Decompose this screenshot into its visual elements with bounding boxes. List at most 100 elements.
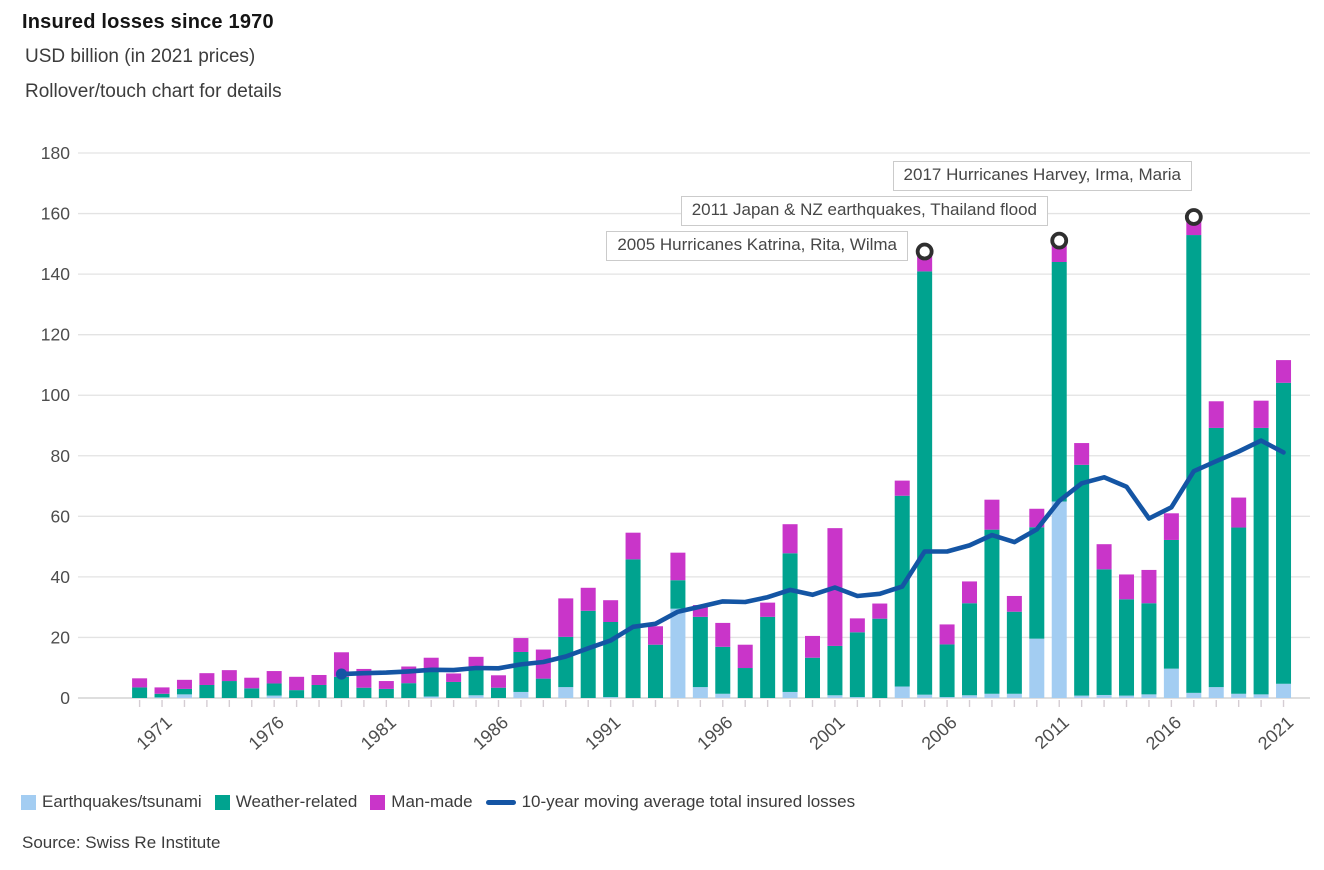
bar-1996[interactable] bbox=[715, 622, 731, 698]
bar-1987-man-made-segment[interactable] bbox=[513, 638, 529, 652]
bar-1987[interactable] bbox=[513, 638, 529, 698]
bar-1976-weather-segment[interactable] bbox=[266, 683, 282, 696]
bar-1983-weather-segment[interactable] bbox=[423, 670, 439, 697]
bar-1997-man-made-segment[interactable] bbox=[737, 644, 753, 669]
bar-2011[interactable] bbox=[1051, 242, 1067, 698]
bar-2017[interactable] bbox=[1186, 219, 1202, 698]
bar-1975-weather-segment[interactable] bbox=[244, 688, 260, 698]
bar-2000-man-made-segment[interactable] bbox=[805, 635, 820, 658]
bar-2007-earthquake-segment[interactable] bbox=[962, 695, 978, 698]
bar-2009-weather-segment[interactable] bbox=[1006, 611, 1022, 694]
bar-1976-earthquake-segment[interactable] bbox=[266, 695, 282, 698]
bar-2010[interactable] bbox=[1029, 508, 1045, 698]
bar-2018-weather-segment[interactable] bbox=[1208, 427, 1224, 688]
bar-2002-earthquake-segment[interactable] bbox=[849, 697, 865, 698]
bar-1984[interactable] bbox=[446, 673, 462, 698]
bar-2015-earthquake-segment[interactable] bbox=[1141, 694, 1157, 698]
bar-1985[interactable] bbox=[468, 656, 484, 698]
bar-1986-man-made-segment[interactable] bbox=[490, 675, 506, 688]
bar-2015-weather-segment[interactable] bbox=[1141, 603, 1157, 695]
bar-1973-man-made-segment[interactable] bbox=[199, 673, 215, 685]
bar-2008[interactable] bbox=[984, 499, 1000, 698]
bar-1992[interactable] bbox=[625, 532, 641, 698]
bar-1989-weather-segment[interactable] bbox=[558, 636, 574, 688]
bar-1972-man-made-segment[interactable] bbox=[176, 679, 192, 689]
bar-2007-weather-segment[interactable] bbox=[962, 603, 978, 696]
bar-1972-weather-segment[interactable] bbox=[176, 688, 192, 695]
bar-2020-man-made-segment[interactable] bbox=[1253, 400, 1269, 428]
bar-1974-weather-segment[interactable] bbox=[221, 681, 237, 698]
bar-2014-weather-segment[interactable] bbox=[1119, 599, 1135, 696]
bar-1973-weather-segment[interactable] bbox=[199, 684, 215, 698]
bar-2003-man-made-segment[interactable] bbox=[872, 603, 888, 619]
bar-1983-earthquake-segment[interactable] bbox=[423, 696, 439, 698]
bar-1981[interactable] bbox=[378, 681, 394, 698]
bar-2010-weather-segment[interactable] bbox=[1029, 527, 1045, 639]
bar-2014-man-made-segment[interactable] bbox=[1119, 574, 1135, 600]
bar-1985-weather-segment[interactable] bbox=[468, 667, 484, 696]
bar-1989-earthquake-segment[interactable] bbox=[558, 687, 574, 698]
peak-marker-2011-icon[interactable] bbox=[1050, 231, 1069, 250]
bar-1991-man-made-segment[interactable] bbox=[603, 600, 619, 623]
bar-2021-man-made-segment[interactable] bbox=[1276, 360, 1292, 383]
bar-2014[interactable] bbox=[1119, 574, 1135, 698]
bar-1993[interactable] bbox=[647, 626, 663, 698]
bar-2000[interactable] bbox=[805, 635, 820, 698]
bar-1989-man-made-segment[interactable] bbox=[558, 598, 574, 637]
bar-2001-weather-segment[interactable] bbox=[827, 645, 843, 696]
bar-1989[interactable] bbox=[558, 598, 574, 698]
bar-1987-weather-segment[interactable] bbox=[513, 651, 529, 692]
bar-2018-earthquake-segment[interactable] bbox=[1208, 687, 1224, 698]
bar-1995-earthquake-segment[interactable] bbox=[692, 687, 708, 698]
bar-2017-earthquake-segment[interactable] bbox=[1186, 692, 1202, 698]
bar-1986-weather-segment[interactable] bbox=[490, 687, 506, 698]
bar-2020-weather-segment[interactable] bbox=[1253, 427, 1269, 695]
bar-1993-weather-segment[interactable] bbox=[647, 644, 663, 698]
bar-2020[interactable] bbox=[1253, 400, 1269, 698]
bar-2003[interactable] bbox=[872, 603, 888, 698]
bar-1984-weather-segment[interactable] bbox=[446, 681, 462, 698]
bar-1995-man-made-segment[interactable] bbox=[692, 605, 708, 617]
bar-2012-earthquake-segment[interactable] bbox=[1074, 695, 1090, 698]
bar-1988-weather-segment[interactable] bbox=[535, 678, 551, 698]
bar-2005-weather-segment[interactable] bbox=[917, 271, 933, 695]
bar-1982-weather-segment[interactable] bbox=[401, 683, 417, 698]
bar-2004-weather-segment[interactable] bbox=[894, 495, 910, 687]
bar-2012-weather-segment[interactable] bbox=[1074, 464, 1090, 696]
bar-1998[interactable] bbox=[760, 602, 776, 698]
bar-1985-earthquake-segment[interactable] bbox=[468, 695, 484, 698]
peak-marker-2005-icon[interactable] bbox=[915, 242, 934, 261]
bar-1997-weather-segment[interactable] bbox=[737, 668, 753, 698]
bar-1976[interactable] bbox=[266, 671, 282, 698]
bar-1977-weather-segment[interactable] bbox=[289, 690, 305, 698]
bar-1978-man-made-segment[interactable] bbox=[311, 674, 327, 685]
bar-1998-weather-segment[interactable] bbox=[760, 616, 776, 698]
bar-1991[interactable] bbox=[603, 600, 619, 698]
bar-1994-earthquake-segment[interactable] bbox=[670, 608, 686, 698]
bar-2000-weather-segment[interactable] bbox=[805, 657, 820, 698]
bar-2004-earthquake-segment[interactable] bbox=[894, 686, 910, 698]
bar-1990-weather-segment[interactable] bbox=[580, 610, 596, 698]
bar-2019-weather-segment[interactable] bbox=[1231, 527, 1247, 694]
bar-1996-weather-segment[interactable] bbox=[715, 646, 731, 694]
bar-2016[interactable] bbox=[1163, 513, 1179, 698]
bar-1983-man-made-segment[interactable] bbox=[423, 657, 439, 671]
bar-1998-man-made-segment[interactable] bbox=[760, 602, 776, 617]
bar-2007-man-made-segment[interactable] bbox=[962, 581, 978, 604]
bar-1983[interactable] bbox=[423, 657, 439, 698]
bar-2004-man-made-segment[interactable] bbox=[894, 480, 910, 496]
bar-1981-man-made-segment[interactable] bbox=[378, 681, 394, 689]
bar-2019-man-made-segment[interactable] bbox=[1231, 497, 1247, 528]
bar-1972-earthquake-segment[interactable] bbox=[176, 694, 192, 698]
bar-1985-man-made-segment[interactable] bbox=[468, 656, 484, 668]
bar-1991-weather-segment[interactable] bbox=[603, 622, 619, 698]
bar-1970-man-made-segment[interactable] bbox=[132, 678, 148, 688]
bar-2017-weather-segment[interactable] bbox=[1186, 235, 1202, 693]
bar-1999[interactable] bbox=[782, 524, 798, 698]
bar-2011-earthquake-segment[interactable] bbox=[1051, 501, 1067, 698]
bar-2013[interactable] bbox=[1096, 544, 1112, 698]
bar-2006-man-made-segment[interactable] bbox=[939, 624, 955, 645]
bar-1987-earthquake-segment[interactable] bbox=[513, 691, 529, 698]
bar-1974-man-made-segment[interactable] bbox=[221, 670, 237, 682]
bar-2008-earthquake-segment[interactable] bbox=[984, 693, 1000, 698]
